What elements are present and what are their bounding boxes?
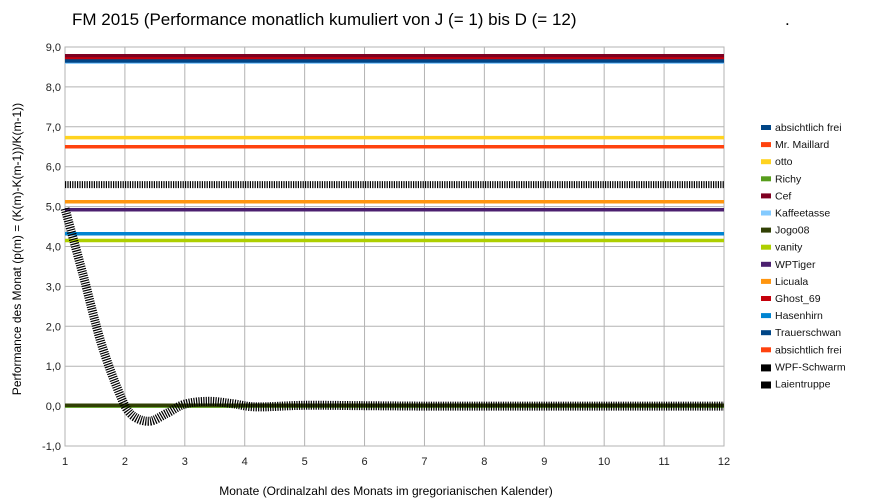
chart-title: FM 2015 (Performance monatlich kumuliert…: [72, 10, 577, 29]
tick-labels: -1,00,01,02,03,04,05,06,07,08,09,01 2 3 4 5 6…: [42, 42, 730, 468]
x-tick-label: 9: [541, 456, 547, 468]
legend-entry: WPF-Schwarm: [775, 361, 846, 373]
legend-swatch: [761, 296, 771, 301]
x-tick-label: 8: [481, 456, 487, 468]
legend-entry: otto: [775, 156, 793, 168]
y-tick-label: 3,0: [46, 281, 61, 293]
legend-swatch: [761, 381, 771, 389]
x-axis-title: Monate (Ordinalzahl des Monats im gregor…: [219, 484, 553, 498]
y-tick-label: 0,0: [46, 401, 61, 413]
legend-entry: absichtlich frei: [775, 122, 842, 134]
legend-swatch: [761, 313, 771, 319]
x-tick-label: 3: [182, 456, 188, 468]
series-layer: [60, 54, 724, 426]
legend-entry: Kaffeetasse: [775, 208, 830, 220]
legend-entry: Richy: [775, 173, 802, 185]
legend-swatch: [761, 210, 771, 216]
legend-swatch: [761, 193, 771, 199]
legend-entry: Licuala: [775, 276, 808, 288]
legend-swatch: [761, 142, 771, 148]
x-tick-label: 2: [122, 456, 128, 468]
x-tick-label: 11: [658, 456, 669, 468]
y-axis-title: Performance des Monat (p(m) = (K(m)-K(m-…: [10, 103, 24, 395]
grid: [64, 46, 725, 447]
legend-swatch: [761, 244, 771, 250]
y-tick-label: 8,0: [46, 82, 61, 94]
y-tick-label: 2,0: [46, 321, 61, 333]
legend-entry: Ghost_69: [775, 293, 821, 305]
series-line: [60, 207, 724, 426]
legend-entry: WPTiger: [775, 259, 816, 271]
y-tick-label: 1,0: [46, 361, 61, 373]
x-tick-label: 7: [421, 456, 427, 468]
legend-swatch: [761, 176, 771, 182]
legend-entry: Laientruppe: [775, 379, 831, 391]
legend-swatch: [761, 347, 771, 353]
legend-entry: vanity: [775, 242, 803, 254]
legend-swatch: [761, 261, 771, 267]
x-tick-label: 6: [361, 456, 367, 468]
x-tick-label: 10: [598, 456, 610, 468]
x-tick-label: 12: [718, 456, 730, 468]
chart-title-suffix: .: [785, 10, 790, 29]
legend-entry: Jogo08: [775, 225, 810, 237]
legend-swatch: [761, 330, 771, 336]
legend-swatch: [761, 278, 771, 284]
y-tick-label: 9,0: [46, 42, 61, 54]
legend-swatch: [761, 125, 771, 130]
legend-swatch: [761, 227, 771, 233]
legend-swatch: [761, 364, 771, 372]
legend-entry: Cef: [775, 190, 791, 202]
legend-entry: Trauerschwan: [775, 327, 841, 339]
legend-entry: Hasenhirn: [775, 310, 823, 322]
y-tick-label: 6,0: [46, 162, 61, 174]
y-tick-label: 4,0: [46, 242, 61, 254]
y-tick-label: 5,0: [46, 202, 61, 214]
y-tick-label: -1,0: [42, 441, 61, 453]
legend: absichtlich frei Mr. Maillard otto Richy Cef…: [761, 122, 846, 391]
x-tick-label: 5: [302, 456, 308, 468]
x-tick-label: 1: [62, 456, 68, 468]
x-tick-label: 4: [242, 456, 248, 468]
legend-swatch: [761, 159, 771, 165]
legend-entry: Mr. Maillard: [775, 139, 829, 151]
legend-entry: absichtlich frei: [775, 344, 842, 356]
y-tick-label: 7,0: [46, 122, 61, 134]
